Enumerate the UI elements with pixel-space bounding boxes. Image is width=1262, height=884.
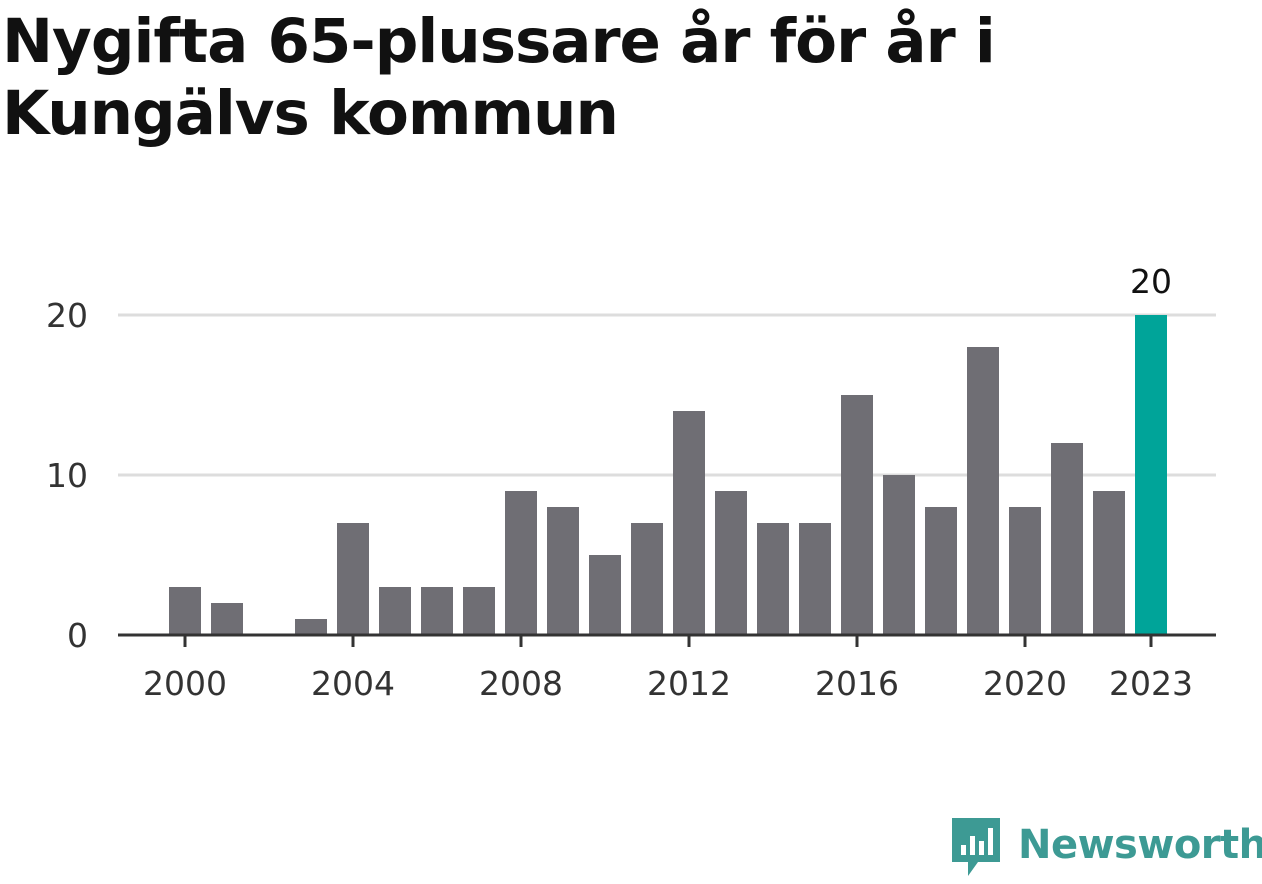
bar-2020	[1009, 507, 1041, 635]
bar-chart: 0 10 20 2000 2004 2008 2012 2016 2020 2023 20	[46, 262, 1216, 703]
bar-2001	[211, 603, 243, 635]
gridlines	[118, 313, 1216, 477]
bar-2005	[379, 587, 411, 635]
y-tick-label: 0	[67, 616, 88, 655]
bar-2003	[295, 619, 327, 635]
y-axis-labels: 0 10 20	[46, 296, 88, 655]
y-tick-label: 10	[46, 456, 88, 495]
bar-2009	[547, 507, 579, 635]
bar-2012	[673, 411, 705, 635]
x-tick-label: 2020	[983, 664, 1067, 703]
bars	[169, 315, 1167, 635]
y-tick-label: 20	[46, 296, 88, 335]
bar-2004	[337, 523, 369, 635]
bar-2011	[631, 523, 663, 635]
x-tick-label: 2000	[143, 664, 227, 703]
bar-2017	[883, 475, 915, 635]
newsworthy-logo: Newsworthy	[952, 818, 1262, 880]
bar-2007	[463, 587, 495, 635]
bar-2018	[925, 507, 957, 635]
x-axis	[118, 633, 1216, 647]
bar-2021	[1051, 443, 1083, 635]
x-tick-label: 2012	[647, 664, 731, 703]
data-label-2023: 20	[1130, 262, 1172, 301]
bar-2013	[715, 491, 747, 635]
bar-2006	[421, 587, 453, 635]
bar-2023	[1135, 315, 1167, 635]
bar-2008	[505, 491, 537, 635]
bar-2000	[169, 587, 201, 635]
x-tick-label: 2008	[479, 664, 563, 703]
bar-chart-speech-bubble-icon	[952, 818, 1000, 884]
bar-2010	[589, 555, 621, 635]
bar-2014	[757, 523, 789, 635]
x-axis-labels: 2000 2004 2008 2012 2016 2020 2023	[143, 664, 1193, 703]
chart-title: Nygifta 65-plussare år för år i Kungälvs…	[2, 6, 996, 149]
x-tick-label: 2023	[1109, 664, 1193, 703]
bar-2016	[841, 395, 873, 635]
bar-2019	[967, 347, 999, 635]
bar-2022	[1093, 491, 1125, 635]
brand-name: Newsworthy	[1018, 822, 1262, 868]
x-tick-label: 2004	[311, 664, 395, 703]
bar-2015	[799, 523, 831, 635]
data-labels: 20	[1130, 262, 1172, 301]
x-tick-label: 2016	[815, 664, 899, 703]
